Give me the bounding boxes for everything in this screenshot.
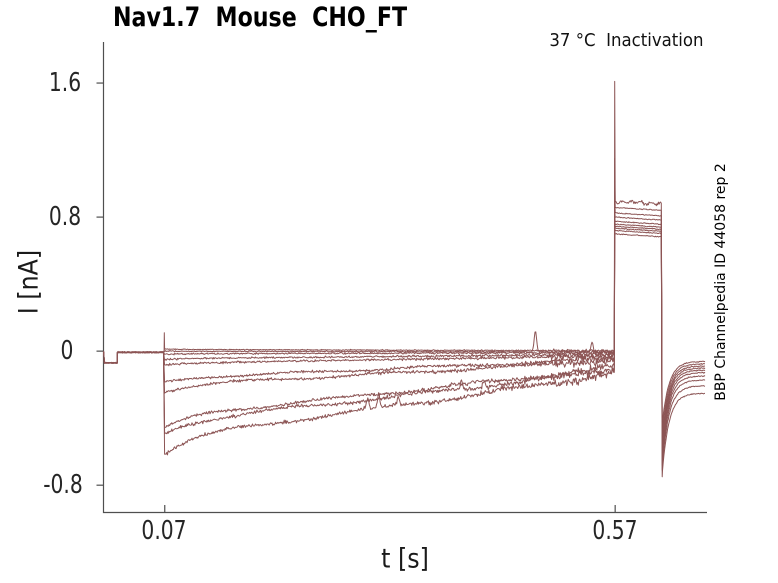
y-tick-label-1-6: 1.6 xyxy=(48,68,82,98)
current-trace-sweep-9 xyxy=(103,230,705,478)
x-tick-label-057: 0.57 xyxy=(592,516,638,546)
x-axis-label: t [s] xyxy=(381,543,429,575)
current-trace-sweep-8 xyxy=(103,226,706,471)
current-trace-sweep-6 xyxy=(103,221,706,461)
x-tick-label-007: 0.07 xyxy=(141,516,187,546)
chart-subtitle: 37 °C Inactivation xyxy=(549,30,704,51)
current-trace-sweep-5 xyxy=(103,219,706,456)
y-axis-label: I [nA] xyxy=(13,249,45,315)
current-trace-sweep-7 xyxy=(103,223,706,466)
current-trace-sweep-4 xyxy=(103,216,706,451)
y-tick-label-0: 0 xyxy=(60,336,74,366)
y-tick-label-0-8: 0.8 xyxy=(48,202,82,232)
current-trace-sweep-1 xyxy=(103,158,705,434)
attribution-label: BBP Channelpedia ID 44058 rep 2 xyxy=(713,163,729,401)
trace-group xyxy=(103,80,706,478)
current-trace-sweep-2 xyxy=(103,191,706,441)
y-tick-label-neg08: -0.8 xyxy=(43,470,83,500)
chart-title: Nav1.7 Mouse CHO_FT xyxy=(113,2,408,33)
axis-spines xyxy=(102,42,707,514)
